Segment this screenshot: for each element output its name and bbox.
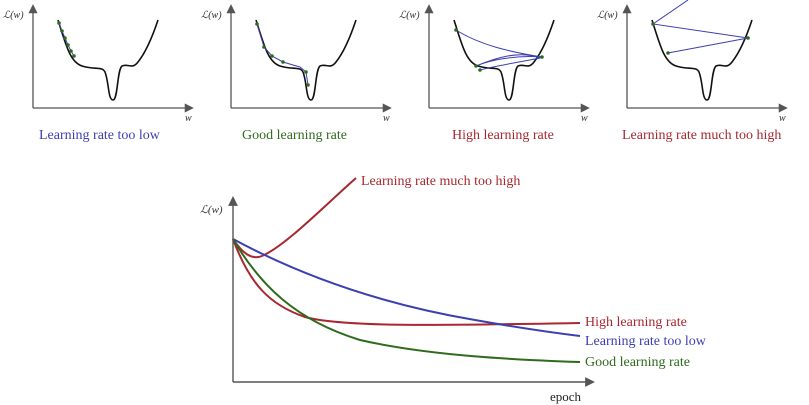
panel-3-step-point (478, 68, 482, 72)
panel-1-loss-curve (57, 19, 159, 101)
panel-4-step-point (651, 22, 655, 26)
panel-3-step-point (454, 28, 458, 32)
panel-4-loss-curve (651, 19, 753, 101)
panel-1-label: Learning rate too low (39, 128, 161, 143)
panel-3-y-axis-label: ℒ(w) (399, 10, 420, 21)
panel-1-step-point (69, 49, 73, 53)
legend-too-low: Learning rate too low (585, 334, 707, 349)
panel-high: ℒ(w) w High learning rate (399, 4, 590, 143)
panel-2-step-point (270, 54, 274, 58)
main-loss-vs-epoch-chart: ℒ(w) epoch Learning rate much too high H… (200, 174, 707, 404)
panel-1-step-point (72, 54, 76, 58)
panel-3-step-point (474, 64, 478, 68)
panel-2-step-point (255, 22, 259, 26)
panel-1-step-points (57, 21, 76, 58)
panel-1-step-point (63, 36, 67, 40)
panel-4-step-points (651, 22, 750, 55)
legend-high: High learning rate (585, 315, 687, 330)
panel-4-label: Learning rate much too high (622, 128, 781, 143)
main-y-axis-label: ℒ(w) (200, 204, 223, 216)
panel-2-label: Good learning rate (242, 128, 347, 143)
panel-1-step-point (66, 43, 70, 47)
panel-3-step-points (454, 28, 544, 72)
panel-2-step-point (281, 60, 285, 64)
panel-1-step-point (57, 21, 61, 25)
main-x-axis-label: epoch (550, 389, 582, 404)
panel-2-step-point (262, 45, 266, 49)
legend-good: Good learning rate (585, 355, 690, 370)
panel-3-label: High learning rate (452, 128, 554, 143)
panel-3-step-point (540, 55, 544, 59)
panel-4-step-point (666, 51, 670, 55)
panel-too-low: ℒ(w) w Learning rate too low (3, 4, 194, 143)
panel-2-step-points (255, 22, 310, 87)
panel-good: ℒ(w) w Good learning rate (201, 4, 392, 143)
panel-4-x-axis-label: w (779, 113, 786, 124)
panel-1-step-point (60, 29, 64, 33)
panel-2-step-point (306, 83, 310, 87)
curve-too-low (232, 238, 581, 337)
panel-2-descent-steps (256, 23, 309, 86)
curve-good (232, 238, 581, 363)
panel-4-y-axis-label: ℒ(w) (597, 10, 618, 21)
panel-2-y-axis-label: ℒ(w) (201, 10, 222, 21)
panel-much-too-high: ℒ(w) w Learning rate much too high (597, 0, 788, 143)
panel-1-y-axis-label: ℒ(w) (3, 10, 24, 21)
curve-high (232, 238, 581, 326)
panel-4-descent-steps (651, 0, 749, 54)
panel-2-x-axis-label: w (383, 113, 390, 124)
curve-much-too-high (232, 177, 357, 259)
legend-much-too-high: Learning rate much too high (361, 174, 520, 189)
panel-2-loss-curve (255, 19, 357, 101)
panel-3-descent-steps (455, 29, 543, 71)
panel-3-loss-curve (453, 19, 555, 101)
panel-3-x-axis-label: w (581, 113, 588, 124)
panel-4-step-point (746, 36, 750, 40)
panel-1-x-axis-label: w (185, 113, 192, 124)
panel-2-step-point (304, 70, 308, 74)
